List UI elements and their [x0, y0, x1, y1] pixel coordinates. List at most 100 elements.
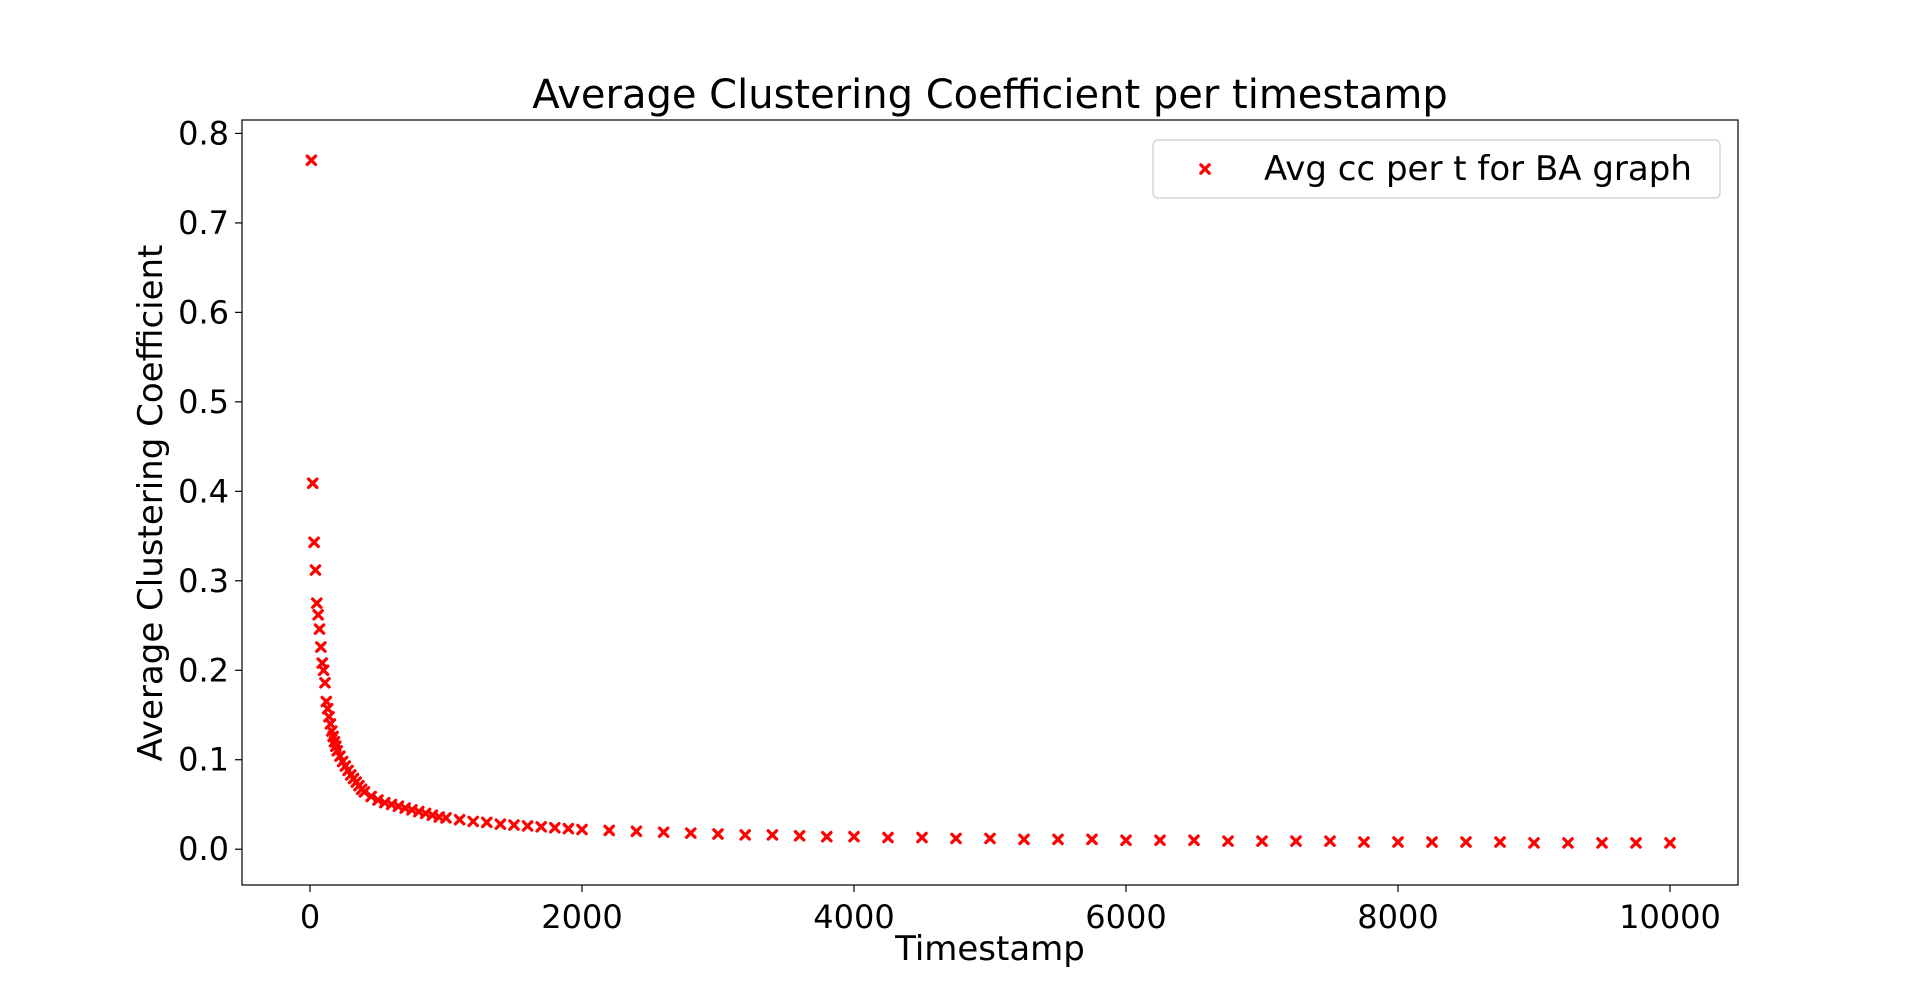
marker-stroke	[334, 750, 346, 762]
data-point	[1494, 836, 1506, 848]
x-tick-label: 8000	[1357, 898, 1438, 936]
data-point	[1086, 833, 1098, 846]
data-point	[576, 823, 588, 836]
legend-label: Avg cc per t for BA graph	[1264, 149, 1692, 189]
marker-stroke	[1460, 836, 1472, 848]
marker-stroke	[984, 832, 996, 845]
y-tick-label: 0.6	[178, 293, 229, 331]
data-point	[712, 828, 724, 840]
data-point	[1154, 834, 1166, 847]
data-point	[317, 664, 330, 677]
marker-stroke	[328, 736, 341, 748]
marker-stroke	[317, 664, 330, 677]
marker-stroke	[882, 831, 894, 844]
data-point	[312, 608, 324, 621]
series-layer	[305, 154, 1676, 849]
data-point	[684, 827, 697, 839]
data-point	[311, 597, 323, 609]
marker-stroke	[916, 831, 928, 844]
marker-stroke	[467, 815, 479, 828]
data-point	[984, 832, 996, 845]
marker-stroke	[1018, 833, 1030, 846]
data-point	[1664, 837, 1676, 849]
data-point	[1460, 836, 1472, 848]
data-point	[1562, 837, 1574, 849]
marker-stroke	[308, 536, 320, 549]
data-point	[562, 822, 575, 835]
legend: Avg cc per t for BA graph	[1152, 139, 1721, 199]
y-tick-label: 0.5	[178, 383, 229, 421]
x-axis-ticks: 0 2000 4000 6000 8000 10000	[300, 885, 1721, 936]
marker-stroke	[820, 830, 833, 843]
marker-stroke	[305, 154, 318, 167]
marker-stroke	[1052, 833, 1064, 846]
data-point	[1120, 834, 1132, 847]
data-point	[1528, 837, 1540, 849]
data-point	[1596, 837, 1608, 849]
marker-stroke	[1154, 834, 1166, 847]
marker-stroke	[712, 828, 724, 840]
marker-stroke	[548, 821, 561, 834]
marker-stroke	[1528, 837, 1540, 849]
marker-stroke	[1426, 836, 1438, 848]
marker-stroke	[766, 829, 779, 841]
y-tick-label: 0.0	[178, 830, 229, 868]
data-point	[1426, 836, 1438, 848]
marker-stroke	[1086, 833, 1098, 846]
marker-stroke	[1630, 837, 1642, 849]
data-point	[1392, 836, 1404, 848]
x-tick-label: 4000	[813, 898, 894, 936]
marker-stroke	[684, 827, 697, 839]
data-point	[358, 786, 371, 798]
marker-stroke	[1199, 163, 1211, 175]
data-point	[548, 821, 561, 834]
marker-stroke	[1358, 836, 1370, 848]
marker-stroke	[1222, 835, 1234, 847]
legend-marker	[1199, 163, 1211, 175]
marker-stroke	[1596, 837, 1608, 849]
marker-stroke	[630, 825, 643, 838]
data-point	[313, 623, 326, 635]
marker-stroke	[481, 816, 493, 829]
data-point	[1018, 833, 1030, 846]
data-point	[309, 564, 322, 576]
data-point	[1256, 835, 1268, 847]
marker-stroke	[1392, 836, 1404, 848]
marker-stroke	[848, 830, 860, 843]
y-tick-label: 0.7	[178, 204, 229, 242]
data-point	[494, 818, 507, 830]
data-point	[916, 831, 928, 844]
data-point	[334, 750, 346, 762]
marker-stroke	[521, 820, 534, 832]
data-point	[521, 820, 534, 832]
marker-stroke	[358, 786, 371, 798]
data-point	[1222, 835, 1234, 847]
marker-stroke	[494, 818, 507, 830]
y-tick-label: 0.8	[178, 114, 229, 152]
data-point	[508, 819, 520, 831]
marker-stroke	[793, 829, 806, 842]
marker-stroke	[330, 740, 342, 753]
data-point	[739, 829, 752, 841]
marker-stroke	[508, 819, 520, 831]
marker-stroke	[1494, 836, 1506, 848]
data-point	[306, 477, 319, 490]
data-point	[331, 744, 343, 757]
marker-stroke	[440, 812, 452, 824]
marker-stroke	[950, 832, 962, 845]
plot-area-frame	[241, 119, 1739, 886]
marker-stroke	[1256, 835, 1268, 847]
data-point	[305, 154, 318, 167]
data-point	[315, 641, 327, 653]
data-point	[950, 832, 962, 845]
marker-stroke	[365, 790, 377, 803]
data-point	[603, 824, 616, 837]
marker-stroke	[576, 823, 588, 836]
data-point	[1188, 834, 1200, 847]
x-axis-label: Timestamp	[894, 929, 1085, 969]
marker-stroke	[1188, 834, 1200, 847]
marker-stroke	[312, 608, 324, 621]
marker-stroke	[309, 564, 322, 576]
marker-stroke	[306, 477, 319, 490]
y-axis-ticks: 0.0 0.1 0.2 0.3 0.4 0.5 0.6 0.7 0.8	[178, 114, 242, 868]
